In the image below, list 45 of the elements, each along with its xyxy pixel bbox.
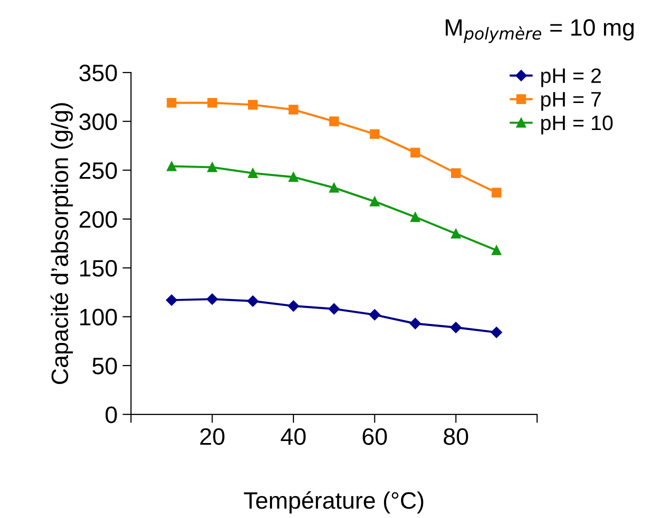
y-tick-label: 250 [80, 162, 117, 179]
point [328, 303, 340, 315]
point [247, 295, 258, 307]
point [370, 129, 380, 139]
point [450, 322, 462, 334]
point [329, 116, 339, 126]
point [166, 294, 178, 306]
legend-label: pH = 10 [541, 115, 613, 134]
chart-title: M$_{polymère}$ = 10 mg [446, 19, 634, 43]
point [490, 326, 502, 338]
x-tick-label: 40 [280, 428, 306, 445]
point [370, 196, 380, 206]
y-tick-label: 0 [106, 406, 117, 424]
point [166, 161, 176, 172]
point [451, 168, 461, 178]
point [410, 148, 420, 158]
y-axis-title: Capacité d’absorption (g/g) [50, 103, 73, 384]
point [451, 228, 461, 239]
point [329, 182, 339, 193]
point [207, 162, 218, 172]
point [207, 98, 218, 108]
point [410, 318, 421, 330]
x-tick-label: 80 [444, 428, 468, 445]
y-tick-label: 50 [92, 358, 117, 374]
x-axis-title: Température (°C) [244, 491, 424, 514]
point [206, 294, 218, 305]
y-tick-label: 100 [80, 308, 117, 326]
x-tick-label: 20 [200, 428, 224, 445]
point [410, 212, 420, 222]
y-tick-label: 300 [79, 113, 117, 130]
point [248, 168, 258, 178]
y-tick-label: 150 [80, 260, 117, 277]
point [288, 104, 298, 114]
point [288, 172, 298, 182]
point [369, 309, 380, 320]
point [166, 98, 176, 108]
legend-label: pH = 2 [541, 68, 601, 88]
point [492, 245, 502, 256]
y-tick-label: 200 [80, 211, 117, 228]
point [248, 100, 258, 110]
y-tick-label: 350 [79, 64, 117, 82]
legend-label: pH = 7 [541, 92, 601, 111]
point [492, 188, 502, 198]
x-tick-label: 60 [362, 428, 387, 445]
point [288, 300, 300, 312]
